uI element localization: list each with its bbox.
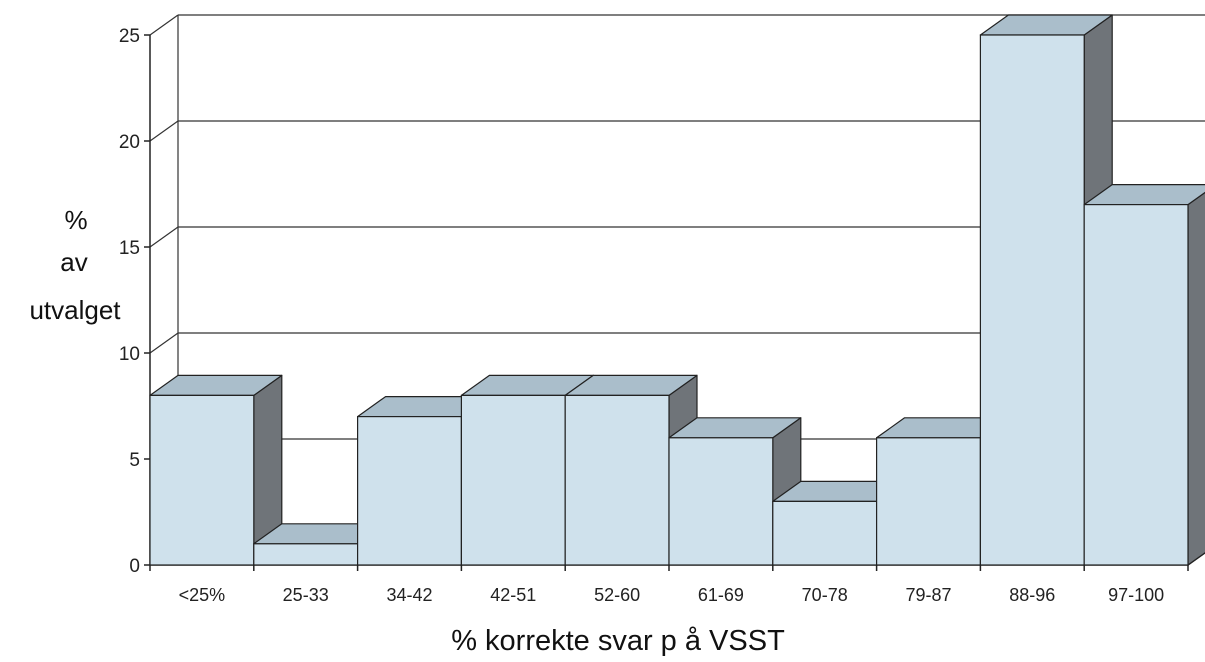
x-tick-label: <25% <box>179 585 226 605</box>
bar-layer <box>149 14 1205 566</box>
x-tick-label: 61-69 <box>698 585 744 605</box>
bar-front <box>149 394 255 566</box>
bar-front <box>668 437 774 566</box>
bar-front <box>357 416 463 566</box>
bar-10 <box>1083 184 1205 566</box>
bar-front <box>460 394 566 566</box>
gridline-connector <box>149 14 179 36</box>
y-tick-label: 5 <box>129 450 140 471</box>
bar-side <box>1187 191 1205 566</box>
y-tick-label: 25 <box>119 26 140 47</box>
gridline-connector <box>149 120 179 142</box>
bar-front <box>1083 204 1189 566</box>
x-axis-label: % korrekte svar p å VSST <box>451 625 785 657</box>
y-axis-label-line-2: av <box>60 247 87 277</box>
bar-front <box>564 394 670 566</box>
bar-front <box>253 543 359 566</box>
x-tick-label: 42-51 <box>490 585 536 605</box>
x-tick-label: 52-60 <box>594 585 640 605</box>
x-tick-label: 70-78 <box>802 585 848 605</box>
y-tick-label: 10 <box>119 344 140 365</box>
bar-1 <box>149 374 283 566</box>
y-axis-label-line-1: % <box>64 205 87 235</box>
y-tick-label: 20 <box>119 132 140 153</box>
x-tick-label: 88-96 <box>1009 585 1055 605</box>
bar-6 <box>668 417 802 566</box>
label-layer: 0 5 10 15 20 25 <25% 25-33 34-42 42-51 52-60 61-69 7… <box>119 26 1164 605</box>
x-tick-label: 79-87 <box>905 585 951 605</box>
bar-front <box>772 500 878 566</box>
x-tick-label: 97-100 <box>1108 585 1164 605</box>
y-axis-label-line-3: utvalget <box>29 295 121 325</box>
y-tick-label: 0 <box>129 556 140 577</box>
x-tick-label: 25-33 <box>283 585 329 605</box>
bar-front <box>979 34 1085 566</box>
y-tick-label: 15 <box>119 238 140 259</box>
gridline-connector <box>149 226 179 248</box>
gridline-connector <box>149 332 179 354</box>
bar-front <box>875 437 981 566</box>
x-tick-label: 34-42 <box>386 585 432 605</box>
